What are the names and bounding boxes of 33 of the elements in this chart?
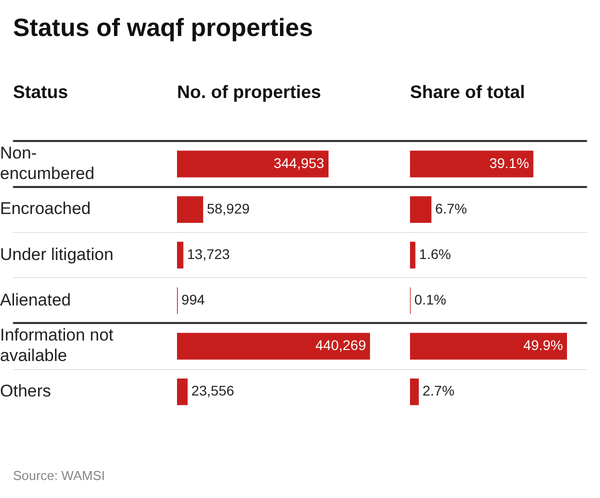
data-label: 13,723 <box>187 246 230 262</box>
y-tick-label: Alienated <box>0 290 71 310</box>
bar <box>410 378 419 406</box>
data-label: 1.6% <box>419 246 451 262</box>
bar <box>177 242 184 268</box>
bar <box>177 332 370 360</box>
x-axis-title: No. of properties <box>177 82 322 103</box>
bar <box>410 332 567 360</box>
data-label: 49.9% <box>523 337 563 354</box>
chart-title: Status of waqf properties <box>13 14 314 43</box>
bar <box>410 196 432 223</box>
data-label: 39.1% <box>489 154 530 171</box>
data-label: 440,269 <box>315 337 366 354</box>
data-label: 6.7% <box>435 200 467 216</box>
data-label: 344,953 <box>274 154 324 171</box>
y-tick-label: Encroached <box>0 199 91 218</box>
bar <box>177 196 204 223</box>
data-label: 23,556 <box>191 382 234 399</box>
bar <box>410 242 416 268</box>
bar <box>410 150 534 178</box>
y-tick-label: Others <box>0 382 52 401</box>
source-note: Source: WAMSI <box>13 468 105 483</box>
data-label: 58,929 <box>206 200 250 216</box>
data-label: 994 <box>181 292 206 308</box>
y-tick-label: Information not available <box>0 326 114 366</box>
data-label: 0.1% <box>414 292 446 308</box>
bar <box>177 150 329 178</box>
y-axis-title: Status <box>13 82 68 103</box>
bar <box>177 378 188 406</box>
x-axis-title: Share of total <box>410 82 526 103</box>
y-tick-label: Under litigation <box>0 244 114 264</box>
data-label: 2.7% <box>422 382 454 399</box>
y-tick-label: Non-encumbered <box>0 143 95 183</box>
